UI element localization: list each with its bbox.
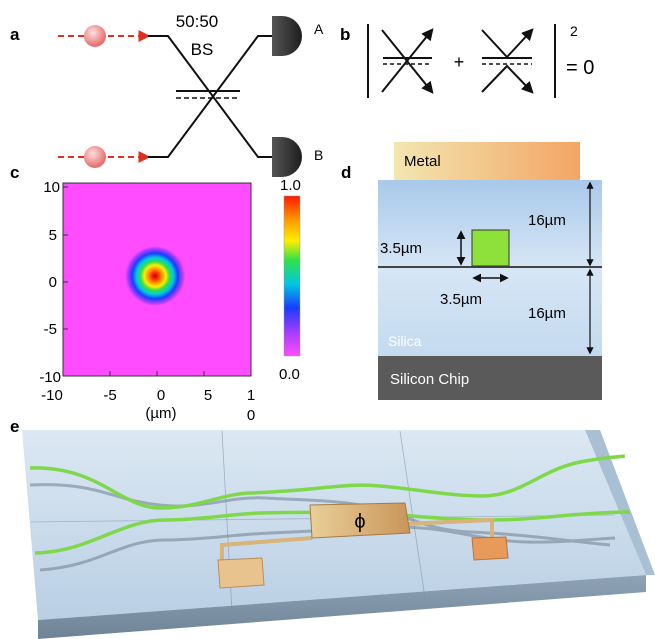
lower-cladding-label: 16µm bbox=[528, 305, 566, 322]
phase-shifter-heater bbox=[309, 502, 411, 539]
waveguide-core bbox=[471, 229, 510, 267]
panel-d: d Metal Silicon Chip Silica 3.5µm 3.5µm … bbox=[341, 142, 602, 400]
metal-layer bbox=[394, 142, 580, 180]
mode-plot-ticks bbox=[62, 186, 252, 377]
panel-letter-e: e bbox=[10, 417, 19, 436]
colorbar-min-label: 0.0 bbox=[279, 366, 300, 383]
plus-sign: + bbox=[454, 52, 465, 72]
y-tick-10: 10 bbox=[43, 179, 60, 196]
detector-b-label: B bbox=[314, 147, 323, 163]
detector-b-icon bbox=[272, 137, 302, 177]
core-height-label: 3.5µm bbox=[380, 240, 422, 257]
heater-traces bbox=[220, 517, 494, 560]
path-bottom-to-a bbox=[148, 35, 272, 158]
photon-bottom-icon bbox=[84, 146, 106, 168]
x-axis-unit: (µm) bbox=[145, 405, 176, 422]
panel-a: a 50:50 BS A B bbox=[10, 12, 324, 177]
panel-e: e ϕ bbox=[10, 417, 655, 639]
silica-label: Silica bbox=[388, 333, 422, 349]
upper-cladding-label: 16µm bbox=[528, 212, 566, 229]
detector-a-label: A bbox=[314, 21, 324, 37]
panel-letter-d: d bbox=[341, 163, 351, 182]
x-tick-10-part2: 0 bbox=[247, 407, 255, 424]
y-tick-0: 0 bbox=[49, 274, 57, 291]
exponent-label: 2 bbox=[570, 23, 578, 39]
x-tick-neg5: -5 bbox=[103, 387, 116, 404]
panel-c: c 10 5 0 -5 -10 -10 -5 0 5 1 0 (µm) 1.0 … bbox=[10, 163, 301, 424]
colorbar-max-label: 1.0 bbox=[280, 177, 301, 194]
panel-letter-a: a bbox=[10, 25, 20, 44]
term-reflect bbox=[481, 28, 534, 94]
core-width-label: 3.5µm bbox=[440, 291, 482, 308]
colorbar bbox=[283, 195, 301, 357]
x-tick-10-part1: 1 bbox=[247, 387, 255, 404]
y-tick-neg5: -5 bbox=[44, 321, 57, 338]
y-tick-neg10: -10 bbox=[39, 369, 61, 386]
x-tick-0: 0 bbox=[157, 387, 165, 404]
term-transmit bbox=[381, 28, 434, 94]
contact-pad-right bbox=[471, 536, 509, 561]
chip-slab-side bbox=[585, 430, 655, 575]
x-tick-5: 5 bbox=[204, 387, 212, 404]
chip-slab-front bbox=[38, 575, 646, 639]
panel-b: b + 2 = 0 bbox=[340, 23, 594, 98]
mode-profile-spot bbox=[125, 246, 185, 306]
silicon-chip-layer bbox=[378, 356, 602, 400]
y-tick-5: 5 bbox=[49, 227, 57, 244]
equals-zero-label: = 0 bbox=[566, 57, 594, 79]
panel-letter-b: b bbox=[340, 25, 350, 44]
photon-top-icon bbox=[84, 25, 106, 47]
panel-letter-c: c bbox=[10, 163, 19, 182]
x-tick-neg10: -10 bbox=[41, 387, 63, 404]
contact-pad-left bbox=[217, 557, 265, 589]
phase-symbol: ϕ bbox=[354, 511, 365, 533]
metal-label: Metal bbox=[404, 153, 441, 170]
splitter-name-label: BS bbox=[191, 40, 214, 59]
silicon-chip-label: Silicon Chip bbox=[390, 371, 469, 388]
detector-a-icon bbox=[272, 16, 302, 56]
splitter-ratio-label: 50:50 bbox=[176, 12, 219, 31]
